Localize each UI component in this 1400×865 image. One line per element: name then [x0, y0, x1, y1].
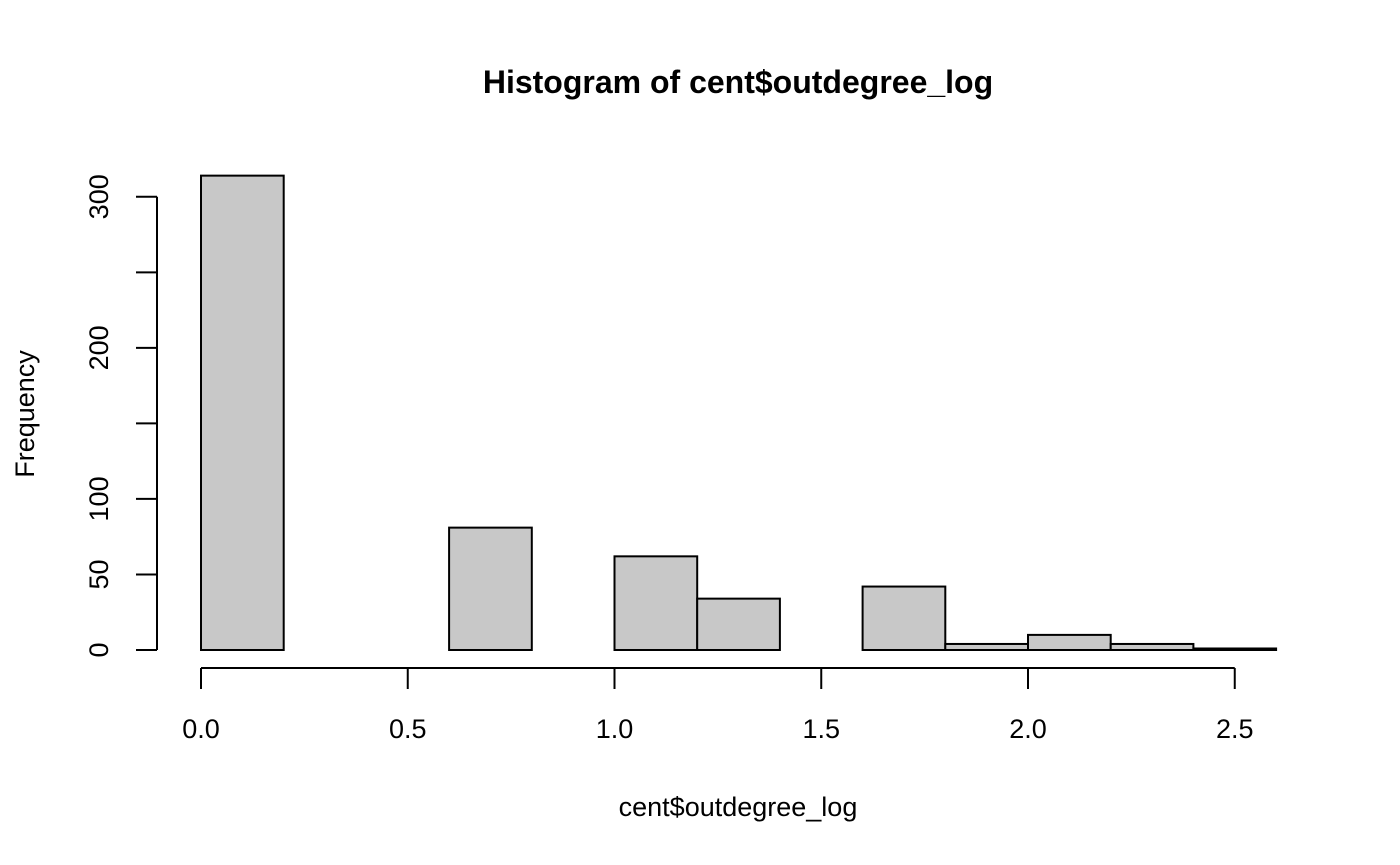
x-tick-label: 1.0	[596, 714, 634, 744]
x-axis-label: cent$outdegree_log	[619, 792, 858, 822]
x-tick-label: 0.0	[182, 714, 220, 744]
histogram-bar-3	[448, 526, 533, 652]
histogram-bar-10	[1027, 633, 1112, 652]
y-axis-label: Frequency	[10, 350, 40, 478]
histogram-bar-11	[1109, 642, 1195, 652]
histogram-bar-5	[613, 555, 699, 652]
histogram-bars	[200, 174, 1278, 652]
x-tick-label: 1.5	[802, 714, 840, 744]
histogram-bar-12	[1192, 647, 1278, 651]
histogram-bar-0	[200, 174, 285, 651]
y-tick-label: 200	[84, 325, 114, 370]
histogram-bar-8	[861, 585, 947, 651]
x-tick-label: 0.5	[389, 714, 427, 744]
x-tick-label: 2.5	[1216, 714, 1254, 744]
y-tick-label: 100	[84, 476, 114, 521]
y-tick-label: 50	[84, 559, 114, 589]
histogram-bar-6	[696, 597, 781, 652]
y-axis: 0 50 100 200 300	[84, 174, 158, 658]
x-tick-label: 2.0	[1009, 714, 1047, 744]
x-axis: 0.0 0.5 1.0 1.5 2.0 2.5	[182, 667, 1254, 744]
y-tick-label: 0	[84, 642, 114, 657]
chart-title: Histogram of cent$outdegree_log	[483, 64, 993, 100]
y-tick-label: 300	[84, 174, 114, 219]
histogram-bar-9	[944, 642, 1029, 652]
